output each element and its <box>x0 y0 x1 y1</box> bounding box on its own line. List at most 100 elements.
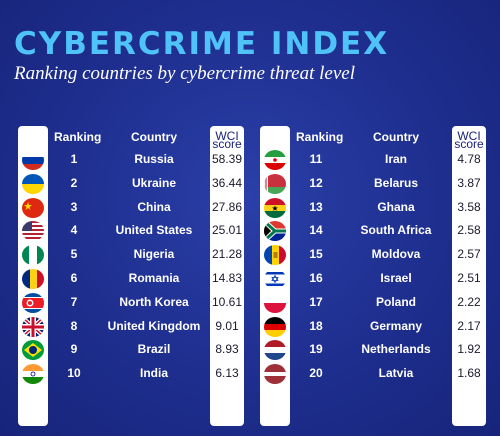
rank-value: 12 <box>309 175 323 190</box>
wci-score: 3.58 <box>457 199 481 214</box>
score-header: WCI score <box>210 129 244 151</box>
country-name: India <box>139 366 168 381</box>
brazil-flag-icon <box>22 340 44 361</box>
table-row: 14 South Africa 2.58 <box>260 219 486 243</box>
table-row: 10 India 6.13 <box>18 362 244 386</box>
rank-value: 16 <box>309 271 323 285</box>
country-name: Romania <box>128 271 180 285</box>
country-name: Moldova <box>371 247 421 262</box>
table-row: 1 Russia 58.39 <box>18 148 244 172</box>
ranking-table-left: Ranking Country WCI score 1 Russia 58.39 2 U… <box>18 126 244 426</box>
nigeria-flag-icon <box>22 245 44 266</box>
rank-value: 9 <box>70 342 78 357</box>
rank-value: 19 <box>309 342 323 357</box>
country-name: Iran <box>384 152 407 166</box>
rank-value: 15 <box>309 247 323 262</box>
score-header-line1: WCI <box>215 129 239 143</box>
rank-value: 1 <box>70 152 78 166</box>
wci-score: 2.58 <box>457 223 481 238</box>
ghana-flag-icon <box>264 197 286 218</box>
wci-score: 25.01 <box>211 223 243 238</box>
country-name: China <box>137 199 171 214</box>
table-row: 16 Israel 2.51 <box>260 267 486 291</box>
country-name: United States <box>115 223 193 238</box>
table-row: 19 Netherlands 1.92 <box>260 338 486 362</box>
rank-value: 8 <box>70 318 78 333</box>
rank-value: 6 <box>70 271 78 285</box>
wci-score: 2.57 <box>457 247 481 262</box>
country-name: Russia <box>134 152 174 166</box>
wci-score: 6.13 <box>215 366 239 381</box>
wci-score: 8.93 <box>215 342 239 357</box>
country-name: Brazil <box>137 342 171 357</box>
table-row: 9 Brazil 8.93 <box>18 338 244 362</box>
country-name: Germany <box>369 318 423 333</box>
ranking-table-right: Ranking Country WCI score 11 Iran 4.78 12 Be… <box>260 126 486 426</box>
wci-score: 9.01 <box>215 318 239 333</box>
country-name: Poland <box>375 294 416 309</box>
score-header: WCI score <box>452 130 486 151</box>
india-flag-icon <box>22 364 44 385</box>
romania-flag-icon <box>22 269 44 289</box>
wci-score: 10.61 <box>211 294 243 309</box>
latvia-flag-icon <box>264 364 286 385</box>
ranking-header: Ranking <box>54 130 102 144</box>
country-name: North Korea <box>119 294 189 309</box>
table-row: 6 Romania 14.83 <box>18 267 244 291</box>
wci-score: 21.28 <box>211 247 243 262</box>
wci-score: 2.22 <box>457 294 481 309</box>
wci-score: 36.44 <box>211 175 243 190</box>
wci-score: 58.39 <box>211 152 243 166</box>
country-name: Israel <box>380 271 412 285</box>
north-korea-flag-icon <box>22 292 44 313</box>
country-name: Ghana <box>377 199 415 214</box>
ukraine-flag-icon <box>22 173 44 194</box>
table-row: 2 Ukraine 36.44 <box>18 172 244 196</box>
rank-value: 3 <box>70 199 78 214</box>
country-name: United Kingdom <box>107 318 201 333</box>
country-name: Latvia <box>378 366 414 381</box>
table-row: 11 Iran 4.78 <box>260 148 486 172</box>
table-row: 5 Nigeria 21.28 <box>18 243 244 267</box>
table-row: 13 Ghana 3.58 <box>260 196 486 220</box>
score-header-line2: score <box>212 137 242 151</box>
wci-score: 14.83 <box>211 271 243 285</box>
wci-score: 27.86 <box>211 199 243 214</box>
country-header: Country <box>373 130 419 144</box>
rank-value: 17 <box>309 294 323 309</box>
table-row: 15 Moldova 2.57 <box>260 243 486 267</box>
rank-value: 7 <box>70 294 78 309</box>
germany-flag-icon <box>264 316 286 337</box>
rank-value: 11 <box>309 152 323 166</box>
score-header-line2: score <box>454 137 484 151</box>
rank-value: 18 <box>309 318 323 333</box>
wci-score: 2.51 <box>457 271 481 285</box>
china-flag-icon <box>22 197 44 218</box>
rank-value: 2 <box>70 175 78 190</box>
table-row: 18 Germany 2.17 <box>260 315 486 339</box>
usa-flag-icon <box>22 221 44 242</box>
country-name: Ukraine <box>131 175 177 190</box>
moldova-flag-icon <box>264 245 286 266</box>
south-africa-flag-icon <box>264 221 286 242</box>
rank-value: 5 <box>70 247 78 262</box>
ranking-header: Ranking <box>296 130 344 144</box>
country-name: Nigeria <box>133 247 175 262</box>
page-title: CYBERCRIME INDEX <box>14 26 390 62</box>
rank-value: 10 <box>67 366 81 381</box>
country-header: Country <box>131 130 177 144</box>
poland-flag-icon <box>264 292 286 313</box>
rank-value: 4 <box>70 223 78 238</box>
wci-score: 1.68 <box>457 366 481 381</box>
page-subtitle: Ranking countries by cybercrime threat l… <box>14 63 355 84</box>
belarus-flag-icon <box>264 173 286 194</box>
score-column-background <box>210 126 244 426</box>
country-name: Netherlands <box>361 342 431 357</box>
russia-flag-icon <box>22 150 44 170</box>
table-row: 20 Latvia 1.68 <box>260 362 486 386</box>
wci-score: 1.92 <box>457 342 481 357</box>
netherlands-flag-icon <box>264 340 286 361</box>
table-row: 12 Belarus 3.87 <box>260 172 486 196</box>
wci-score: 3.87 <box>457 175 481 190</box>
wci-score: 4.78 <box>457 152 481 166</box>
